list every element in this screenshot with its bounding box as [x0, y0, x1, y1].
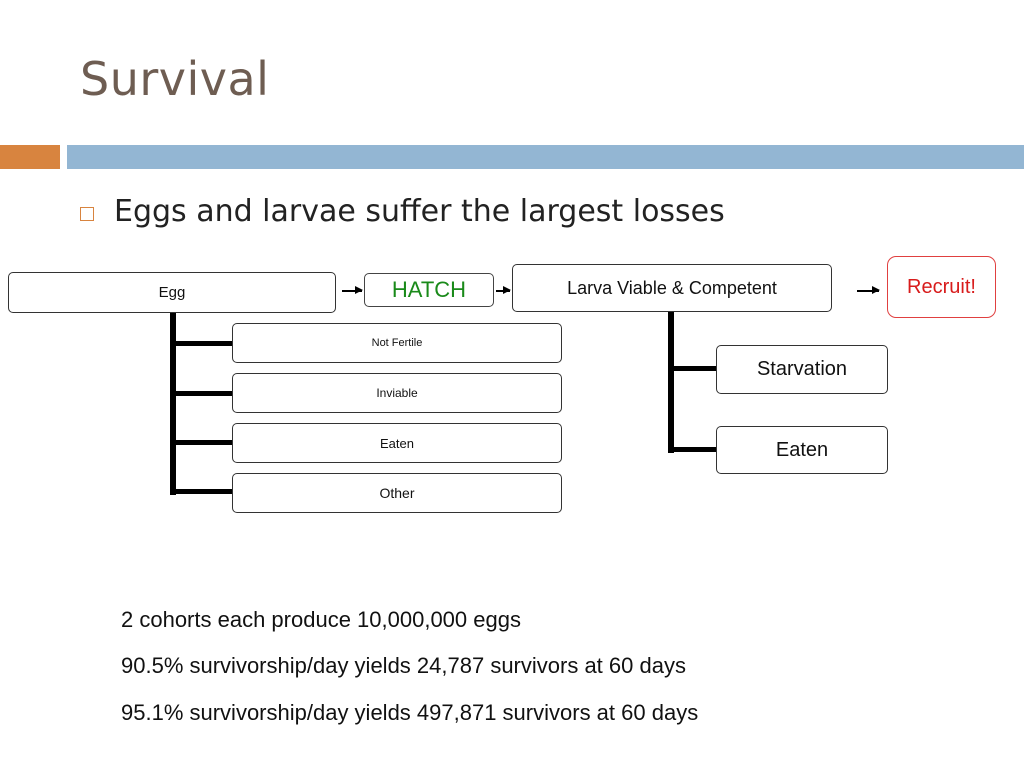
- larva-label: Larva Viable & Competent: [567, 277, 777, 298]
- bullet-point: Eggs and larvae suffer the largest losse…: [80, 194, 725, 229]
- larva-loss-label: Eaten: [775, 438, 829, 461]
- arrow-hatch-to-larva: [496, 287, 511, 293]
- hatch-label: HATCH: [391, 277, 467, 302]
- title-accent-bar-blue: [67, 145, 1024, 169]
- egg-node: Egg: [8, 272, 336, 313]
- larva-branch-connector: [668, 366, 720, 371]
- egg-branch-connector: [170, 440, 234, 445]
- larva-node: Larva Viable & Competent: [512, 264, 832, 312]
- larva-loss-node: Eaten: [716, 426, 888, 474]
- egg-loss-node: Not Fertile: [232, 323, 562, 363]
- stat-line: 95.1% survivorship/day yields 497,871 su…: [121, 700, 699, 725]
- stat-line: 2 cohorts each produce 10,000,000 eggs: [121, 607, 521, 632]
- recruit-label: Recruit!: [907, 275, 976, 298]
- slide-title: Survival: [80, 52, 270, 106]
- arrow-egg-to-hatch: [342, 287, 363, 293]
- egg-branch-connector: [170, 341, 234, 346]
- hatch-node: HATCH: [364, 273, 494, 307]
- stat-line: 90.5% survivorship/day yields 24,787 sur…: [121, 653, 686, 678]
- egg-branch-connector: [170, 391, 234, 396]
- larva-branch-connector: [668, 447, 720, 452]
- egg-loss-label: Other: [379, 485, 415, 501]
- bullet-text: Eggs and larvae suffer the largest losse…: [114, 194, 725, 229]
- egg-loss-node: Eaten: [232, 423, 562, 463]
- larva-branch-trunk: [668, 311, 674, 453]
- egg-label: Egg: [158, 284, 186, 301]
- larva-loss-node: Starvation: [716, 345, 888, 394]
- square-bullet-icon: [80, 206, 94, 221]
- egg-loss-label: Eaten: [380, 435, 414, 451]
- egg-loss-node: Other: [232, 473, 562, 513]
- egg-loss-node: Inviable: [232, 373, 562, 413]
- egg-branch-connector: [170, 489, 234, 494]
- larva-loss-label: Starvation: [756, 358, 848, 380]
- arrow-larva-to-recruit: [857, 287, 880, 293]
- recruit-node: Recruit!: [887, 256, 996, 318]
- egg-loss-label: Inviable: [376, 386, 418, 400]
- egg-branch-trunk: [170, 312, 176, 495]
- title-accent-bar-orange: [0, 145, 60, 169]
- egg-loss-label: Not Fertile: [371, 337, 423, 349]
